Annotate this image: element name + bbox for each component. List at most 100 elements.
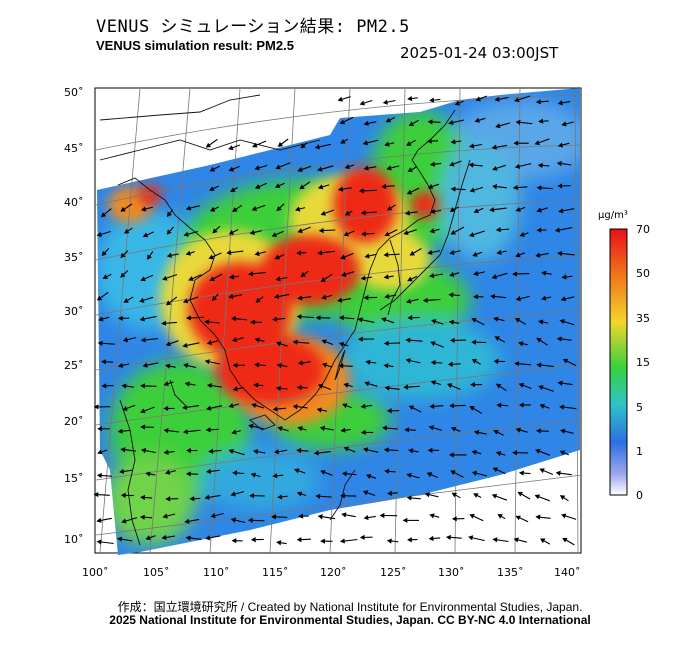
wind-arrow-head: [337, 186, 344, 192]
wind-arrow-head: [318, 227, 324, 234]
wind-arrow-head: [209, 186, 215, 191]
wind-arrow-head: [252, 449, 259, 455]
wind-arrow-head: [366, 474, 372, 479]
wind-arrow-head: [492, 537, 498, 543]
wind-arrow-head: [277, 494, 283, 500]
wind-arrow-head: [228, 229, 235, 235]
wind-arrow-head: [300, 272, 306, 277]
wind-arrow-head: [428, 535, 434, 542]
wind-arrow-head: [274, 254, 280, 260]
wind-arrow-head: [561, 274, 567, 280]
wind-arrow-head: [360, 210, 366, 216]
wind-arrow-head: [274, 183, 281, 189]
wind-arrow-head: [185, 250, 191, 256]
wind-arrow-head: [469, 187, 475, 193]
wind-arrow-head: [408, 405, 415, 411]
wind-arrow-head: [319, 425, 326, 432]
wind-arrow-head: [404, 427, 410, 433]
wind-arrow-head: [365, 359, 371, 365]
wind-arrow-head: [559, 450, 566, 456]
wind-arrow-head: [430, 341, 436, 347]
wind-arrow-head: [297, 295, 303, 301]
wind-arrow-head: [140, 408, 146, 414]
wind-arrow-head: [97, 426, 102, 432]
wind-arrow-head: [101, 250, 107, 257]
wind-arrow-head: [468, 535, 474, 541]
wind-arrow-head: [405, 298, 412, 304]
wind-arrow-head: [384, 293, 390, 299]
wind-arrow-head: [230, 517, 237, 523]
wind-arrow-head: [448, 452, 454, 458]
wind-arrow-head: [204, 359, 210, 365]
wind-arrow-head: [249, 229, 255, 235]
wind-arrow-head: [407, 315, 413, 321]
wind-arrow-head: [450, 229, 456, 235]
wind-arrow-head: [405, 337, 411, 343]
lon-label: 135˚: [497, 566, 524, 579]
wind-arrow-head: [426, 138, 432, 144]
wind-arrow-head: [515, 206, 521, 212]
wind-arrow-head: [562, 537, 568, 543]
wind-arrow-head: [557, 183, 563, 189]
wind-arrow-head: [166, 252, 172, 258]
wind-arrow-head: [297, 360, 303, 366]
wind-arrow-head: [469, 513, 475, 519]
wind-arrow-head: [298, 513, 304, 519]
wind-arrow-head: [556, 336, 562, 342]
wind-arrow-head: [469, 405, 475, 411]
wind-arrow-head: [166, 300, 172, 306]
wind-arrow-head: [164, 469, 171, 475]
wind-arrow-head: [424, 492, 430, 498]
wind-arrow-head: [314, 144, 320, 150]
lat-label: 10˚: [64, 533, 84, 546]
wind-arrow-head: [491, 493, 498, 499]
wind-arrow-head: [451, 516, 457, 522]
wind-arrow-head: [255, 297, 261, 303]
wind-arrow-head: [339, 119, 346, 125]
wind-arrow-head: [362, 140, 368, 146]
colorbar-tick: 1: [636, 445, 643, 458]
wind-arrow-head: [382, 99, 388, 105]
wind-arrow-head: [493, 316, 499, 322]
wind-arrow-head: [296, 385, 302, 391]
wind-arrow-head: [142, 362, 148, 368]
wind-arrow-head: [277, 141, 284, 147]
wind-arrow-head: [536, 227, 542, 233]
wind-arrow-head: [205, 142, 212, 148]
wind-arrow-head: [381, 183, 387, 190]
wind-arrow-head: [317, 383, 324, 389]
wind-arrow-head: [254, 362, 260, 368]
wind-arrow-head: [232, 470, 238, 476]
wind-arrow-head: [297, 167, 303, 172]
wind-arrow-head: [339, 538, 345, 544]
wind-arrow-head: [403, 230, 409, 236]
wind-arrow-head: [473, 270, 479, 276]
wind-arrow-head: [381, 317, 387, 323]
wind-arrow-head: [296, 250, 302, 256]
wind-arrow-head: [343, 446, 350, 452]
wind-arrow-head: [162, 275, 168, 281]
wind-arrow-head: [515, 252, 521, 258]
lon-label: 120˚: [320, 566, 347, 579]
wind-arrow-head: [254, 184, 261, 189]
wind-arrow-head: [560, 296, 566, 302]
wind-arrow-head: [496, 249, 502, 255]
wind-arrow-head: [386, 205, 393, 211]
lon-label: 140˚: [554, 566, 581, 579]
wind-arrow-head: [275, 385, 281, 391]
lat-label: 30˚: [64, 305, 84, 318]
wind-arrow-head: [340, 493, 345, 499]
wind-arrow-head: [363, 165, 369, 171]
wind-arrow-head: [250, 472, 256, 478]
wind-arrow-head: [497, 514, 503, 519]
lat-label: 25˚: [64, 359, 84, 372]
wind-arrow-head: [472, 251, 478, 257]
wind-arrow-head: [271, 232, 277, 238]
wind-arrow-head: [254, 250, 260, 257]
wind-arrow-head: [231, 316, 237, 322]
timestamp: 2025-01-24 03:00JST: [400, 44, 559, 62]
colorbar: [609, 228, 628, 496]
wind-arrow-head: [320, 277, 327, 282]
wind-arrow-head: [96, 472, 102, 479]
wind-arrow-head: [541, 270, 547, 276]
